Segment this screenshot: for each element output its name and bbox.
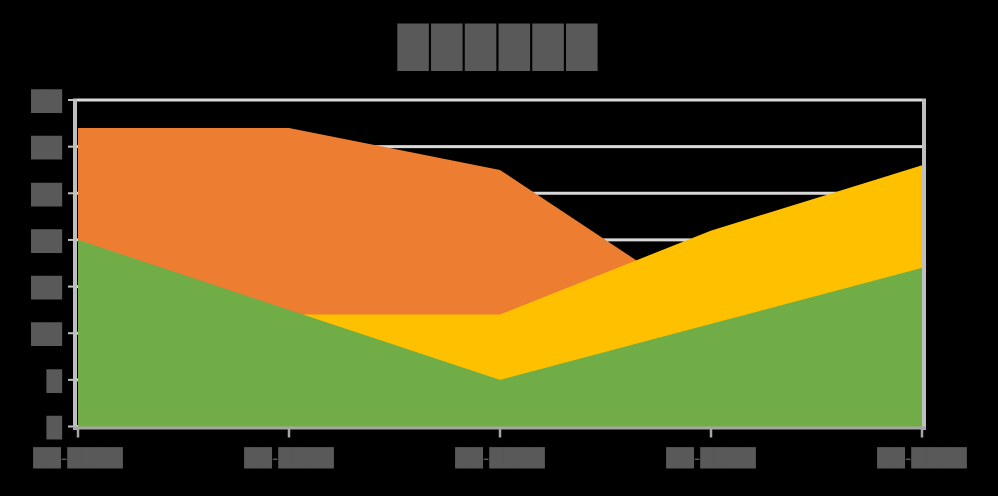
- area-green: [78, 239, 922, 427]
- y-tick-label: ██: [30, 322, 62, 346]
- x-tick-label: ██-████: [454, 447, 546, 469]
- x-tick-label: ██-████: [876, 447, 968, 469]
- x-tick-label: ██-████: [243, 447, 335, 469]
- x-tick-label: ██-████: [32, 447, 124, 469]
- y-tick-label: ██: [30, 89, 62, 113]
- y-tick-label: █: [46, 416, 63, 440]
- x-tick-label: ██-████: [665, 447, 757, 469]
- chart-title: ██████: [397, 25, 601, 71]
- y-tick-label: ██: [30, 136, 62, 160]
- y-tick-label: ██: [30, 229, 62, 253]
- y-tick-label: ██: [30, 182, 62, 206]
- y-tick-label: █: [46, 369, 63, 393]
- y-tick-label: ██: [30, 276, 62, 300]
